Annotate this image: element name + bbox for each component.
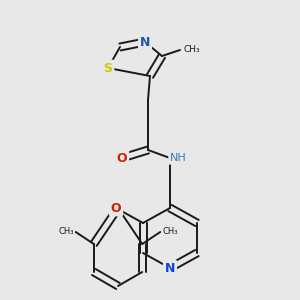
Text: CH₃: CH₃ [162, 227, 178, 236]
Text: NH: NH [170, 153, 187, 163]
Text: O: O [111, 202, 121, 214]
Text: O: O [117, 152, 127, 164]
Text: S: S [103, 61, 112, 74]
Text: CH₃: CH₃ [58, 227, 74, 236]
Text: CH₃: CH₃ [183, 46, 200, 55]
Text: N: N [165, 262, 175, 275]
Text: N: N [140, 35, 150, 49]
